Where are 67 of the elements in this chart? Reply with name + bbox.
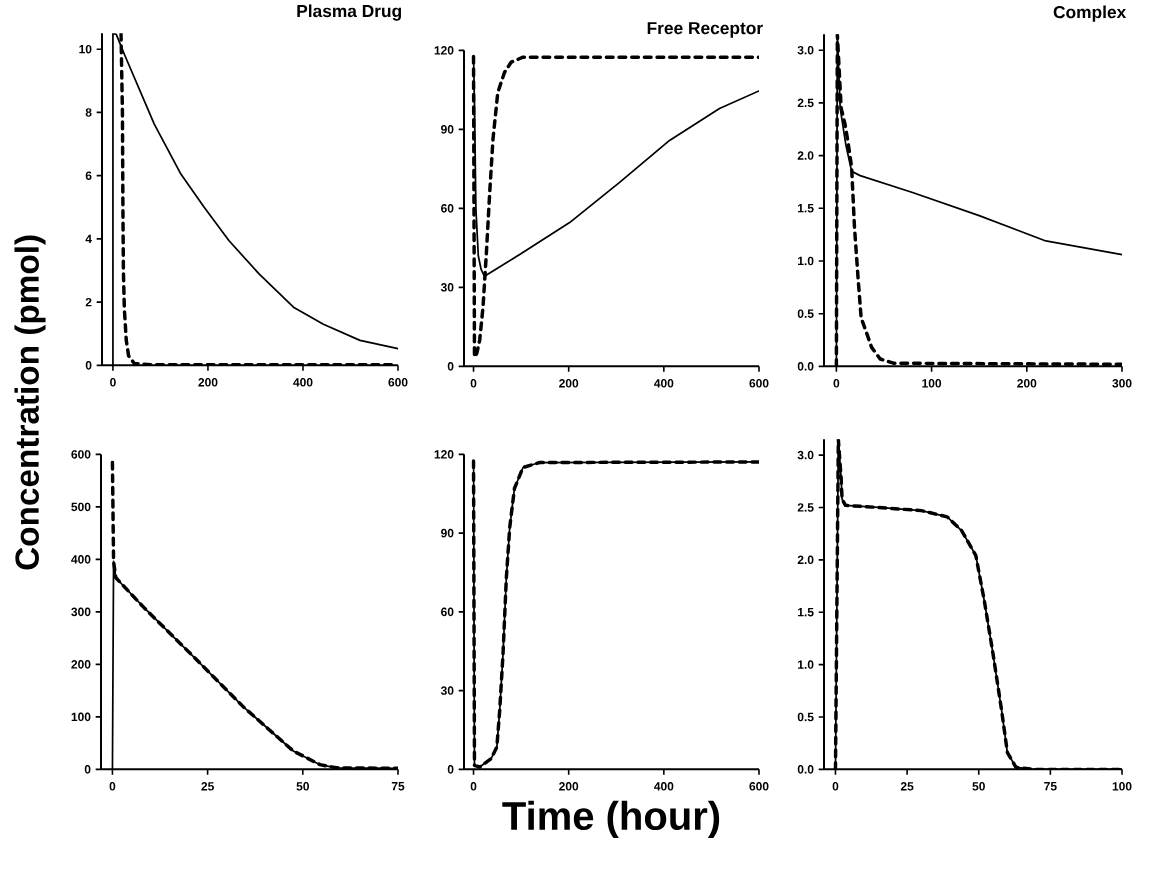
y-tick-label: 0.5 [797,712,814,722]
x-tick-label: 25 [900,781,914,791]
y-tick-label: 8 [85,107,92,117]
y-tick-label: 30 [440,686,454,695]
y-tick-label: 2 [85,297,92,307]
y-tick-label: 2.0 [797,151,814,160]
x-tick-label: 0 [110,377,116,387]
x-tick-label: 50 [972,781,985,791]
y-tick-label: 60 [441,203,454,213]
y-tick-label: 90 [441,124,454,134]
x-tick-label: 25 [201,781,214,791]
y-tick-label: 30 [440,282,454,292]
y-tick-label: 60 [441,607,454,616]
x-tick-label: 300 [1112,378,1132,388]
x-tick-label: 0 [109,781,116,791]
x-tick-label: 600 [749,781,769,791]
y-axis-title: Concentration (pmol) [14,235,46,570]
y-tick-label: 0 [447,764,454,774]
y-tick-label: 600 [71,449,91,459]
chart-title: Free Receptor [647,21,763,38]
y-tick-label: 2.5 [797,98,814,107]
y-tick-label: 0 [85,360,92,370]
x-tick-label: 100 [922,378,942,388]
y-tick-label: 120 [434,449,454,459]
x-tick-label: 200 [198,377,218,387]
y-tick-label: 400 [71,554,91,564]
y-tick-label: 1.0 [798,256,814,266]
y-tick-label: 1.5 [798,203,814,213]
x-tick-label: 0 [832,781,839,791]
x-tick-label: 400 [654,378,674,388]
x-tick-label: 0 [470,781,477,791]
x-tick-label: 50 [296,781,309,791]
y-tick-label: 0.0 [797,764,814,774]
y-tick-label: 90 [441,528,454,538]
x-tick-label: 75 [391,781,405,791]
chart-title: Plasma Drug [297,4,401,21]
y-tick-label: 300 [71,607,91,616]
y-tick-label: 0.0 [797,361,814,371]
x-tick-label: 200 [559,378,579,388]
y-tick-label: 0.5 [797,309,814,318]
y-tick-label: 0 [447,361,454,371]
y-tick-label: 0 [84,764,91,774]
x-tick-label: 200 [1017,378,1037,388]
x-tick-label: 75 [1044,781,1057,791]
y-tick-label: 3.0 [797,45,814,55]
y-tick-label: 1.5 [798,607,814,617]
y-tick-label: 2.5 [797,503,814,512]
y-tick-label: 120 [434,45,454,55]
x-tick-label: 400 [293,377,313,387]
x-tick-label: 0 [470,378,477,388]
x-tick-label: 200 [559,781,579,791]
y-tick-label: 2.0 [797,555,814,564]
y-tick-label: 1.0 [798,660,814,669]
y-tick-label: 200 [71,659,91,669]
x-tick-label: 100 [1112,781,1132,791]
y-tick-label: 3.0 [797,450,814,460]
y-tick-label: 100 [71,712,91,721]
y-tick-label: 6 [85,171,92,180]
chart-title: Complex [1053,5,1127,22]
x-tick-label: 600 [388,377,408,387]
y-tick-label: 500 [71,502,91,511]
y-tick-label: 4 [85,234,92,243]
x-tick-label: 600 [749,378,769,388]
x-tick-label: 0 [833,378,840,388]
x-tick-label: 400 [654,781,674,791]
x-axis-title: Time (hour) [502,800,720,838]
y-tick-label: 10 [79,44,92,54]
